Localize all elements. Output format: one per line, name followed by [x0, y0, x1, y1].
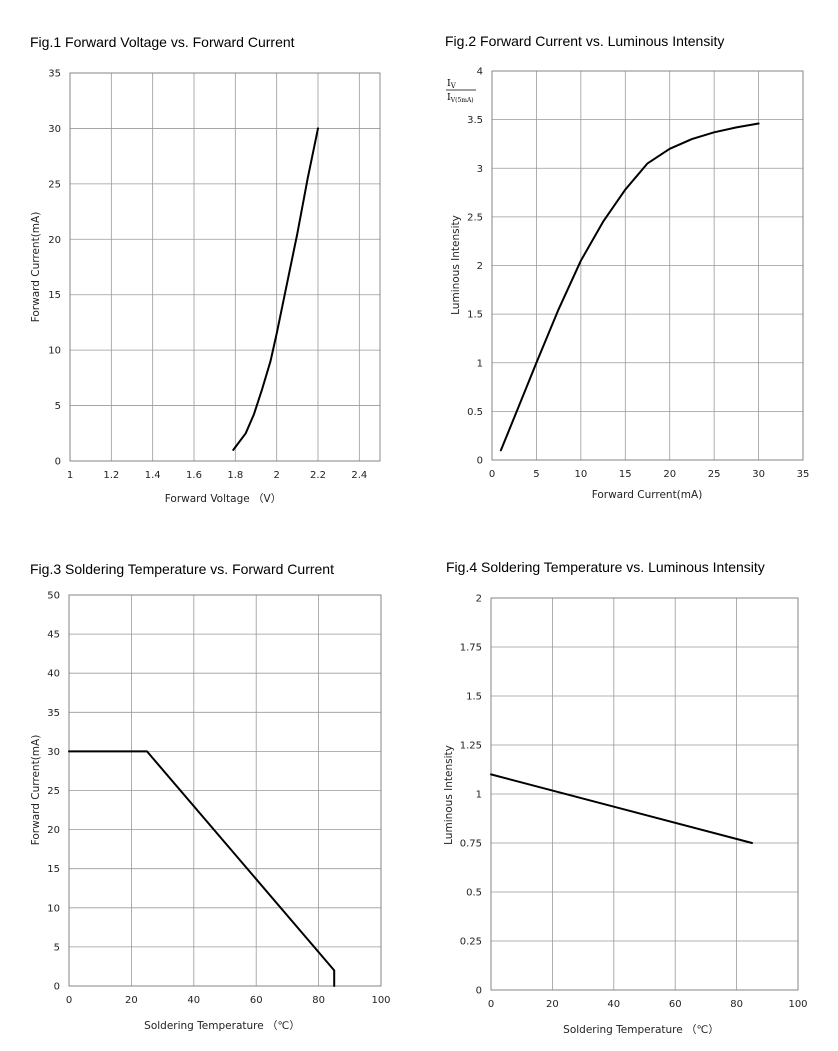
y-tick-label: 35 — [47, 708, 60, 719]
x-tick-label: 1.6 — [186, 470, 202, 481]
y-tick-label: 0.75 — [460, 839, 482, 850]
y-tick-label: 45 — [47, 630, 60, 641]
x-tick-label: 1.2 — [103, 470, 119, 481]
x-tick-label: 25 — [708, 469, 721, 480]
series-line — [499, 122, 760, 452]
x-axis-label: Forward Current(mA) — [592, 489, 703, 501]
ratio-numerator: I — [447, 78, 451, 89]
x-tick-label: 60 — [669, 999, 682, 1010]
y-tick-label: 1 — [476, 790, 482, 801]
plot-frame — [490, 597, 799, 991]
x-tick-label: 60 — [250, 995, 263, 1006]
y-axis-label: Forward Current(mA) — [30, 212, 42, 323]
y-tick-label: 0.25 — [460, 937, 482, 948]
y-tick-label: 30 — [47, 747, 60, 758]
series-line — [490, 773, 753, 844]
x-axis-label: Soldering Temperature （℃） — [563, 1024, 719, 1036]
x-tick-label: 20 — [546, 999, 559, 1010]
y-tick-label: 3 — [477, 164, 483, 175]
x-tick-label: 40 — [607, 999, 620, 1010]
y-tick-label: 0.5 — [467, 407, 483, 418]
chart-title: Fig.4 Soldering Temperature vs. Luminous… — [446, 559, 765, 575]
x-axis-label: Forward Voltage （V） — [165, 493, 281, 505]
chart-fig4: Fig.4 Soldering Temperature vs. Luminous… — [443, 559, 808, 1036]
y-tick-label: 0.5 — [466, 888, 482, 899]
y-tick-label: 1 — [477, 358, 483, 369]
ratio-denominator-sub: V(5mA) — [450, 97, 474, 104]
svg-text:IV: IV — [447, 78, 457, 90]
y-tick-label: 2 — [477, 261, 483, 272]
y-tick-label: 20 — [47, 825, 60, 836]
y-axis-label: Luminous Intensity — [443, 745, 455, 845]
series-line — [232, 127, 319, 451]
y-tick-label: 1.5 — [467, 310, 483, 321]
chart-fig3: Fig.3 Soldering Temperature vs. Forward … — [30, 561, 391, 1032]
plot-frame — [491, 70, 804, 461]
y-axis-label: Forward Current(mA) — [30, 735, 42, 846]
x-axis-label: Soldering Temperature （℃） — [144, 1020, 300, 1032]
plot-frame — [69, 72, 381, 462]
x-tick-label: 100 — [371, 995, 390, 1006]
intensity-ratio-label: IV IV(5mA) — [446, 78, 476, 104]
y-tick-label: 5 — [54, 942, 60, 953]
x-tick-label: 2.2 — [310, 470, 326, 481]
x-tick-label: 1.8 — [227, 470, 243, 481]
x-tick-label: 30 — [752, 469, 765, 480]
x-tick-label: 10 — [574, 469, 587, 480]
y-tick-label: 0 — [54, 982, 60, 993]
plot-frame — [68, 594, 382, 987]
x-tick-label: 0 — [66, 995, 72, 1006]
y-tick-label: 2 — [476, 594, 482, 605]
x-tick-label: 2 — [273, 470, 279, 481]
chart-title: Fig.3 Soldering Temperature vs. Forward … — [30, 561, 334, 577]
ratio-denominator: I — [447, 92, 451, 103]
x-tick-label: 80 — [312, 995, 325, 1006]
y-tick-label: 0 — [55, 457, 61, 468]
ratio-numerator-sub: V — [450, 82, 457, 90]
y-tick-label: 10 — [47, 903, 60, 914]
x-tick-label: 1.4 — [145, 470, 161, 481]
y-tick-label: 4 — [477, 67, 483, 78]
y-tick-label: 15 — [47, 864, 60, 875]
y-tick-label: 15 — [48, 290, 61, 301]
x-tick-label: 20 — [125, 995, 138, 1006]
y-tick-label: 25 — [47, 786, 60, 797]
y-tick-label: 1.75 — [460, 643, 482, 654]
y-axis-label: Luminous Intensity — [450, 215, 462, 315]
y-tick-label: 10 — [48, 346, 61, 357]
chart-title: Fig.2 Forward Current vs. Luminous Inten… — [445, 33, 724, 49]
y-tick-label: 0 — [476, 986, 482, 997]
chart-title: Fig.1 Forward Voltage vs. Forward Curren… — [30, 34, 295, 50]
y-tick-label: 20 — [48, 235, 61, 246]
y-tick-label: 3.5 — [467, 115, 483, 126]
x-tick-label: 15 — [619, 469, 632, 480]
x-tick-label: 2.4 — [351, 470, 367, 481]
x-tick-label: 0 — [488, 999, 494, 1010]
y-tick-label: 25 — [48, 179, 61, 190]
y-tick-label: 30 — [48, 124, 61, 135]
x-tick-label: 100 — [788, 999, 807, 1010]
x-tick-label: 20 — [663, 469, 676, 480]
x-tick-label: 40 — [187, 995, 200, 1006]
svg-text:IV(5mA): IV(5mA) — [447, 92, 474, 104]
y-tick-label: 2.5 — [467, 212, 483, 223]
x-tick-label: 0 — [489, 469, 495, 480]
y-tick-label: 0 — [477, 456, 483, 467]
series-line — [68, 750, 336, 987]
y-tick-label: 5 — [55, 401, 61, 412]
chart-fig2: Fig.2 Forward Current vs. Luminous Inten… — [445, 33, 809, 501]
y-tick-label: 50 — [47, 591, 60, 602]
y-tick-label: 40 — [47, 669, 60, 680]
y-tick-label: 1.5 — [466, 692, 482, 703]
x-tick-label: 5 — [533, 469, 539, 480]
y-tick-label: 1.25 — [460, 741, 482, 752]
y-tick-label: 35 — [48, 69, 61, 80]
x-tick-label: 35 — [797, 469, 810, 480]
x-tick-label: 80 — [730, 999, 743, 1010]
x-tick-label: 1 — [67, 470, 73, 481]
chart-fig1: Fig.1 Forward Voltage vs. Forward Curren… — [30, 34, 381, 505]
